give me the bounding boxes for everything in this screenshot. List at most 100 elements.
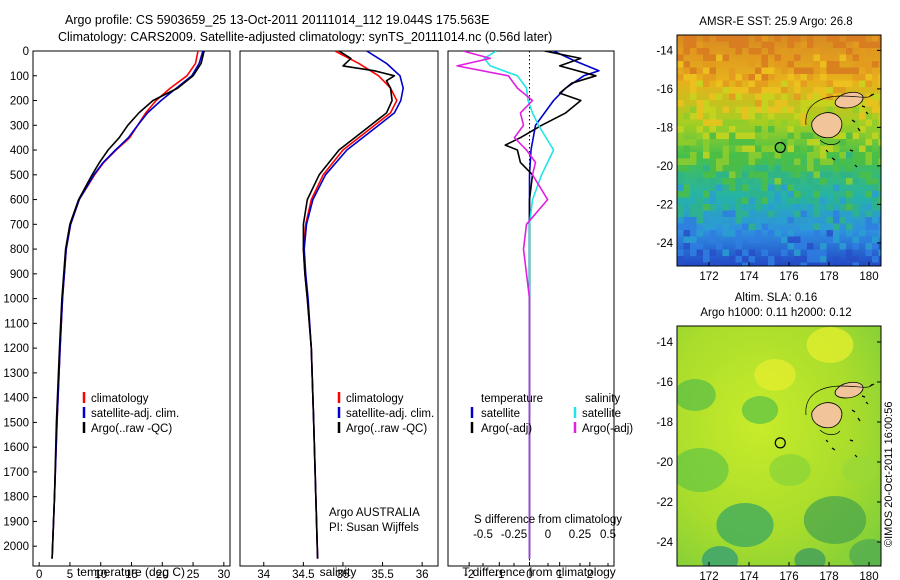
- sst-cell: [839, 243, 846, 250]
- sst-cell: [859, 106, 866, 113]
- lon-tick-label: 174: [739, 571, 759, 580]
- sst-cell: [696, 67, 703, 74]
- sst-cell: [813, 145, 820, 152]
- sst-cell: [709, 171, 716, 178]
- sst-cell: [729, 230, 736, 237]
- t-difference-xlabel: T difference from climatology: [462, 565, 616, 579]
- lat-tick-label: -22: [656, 497, 673, 509]
- sst-cell: [839, 67, 846, 74]
- x-tick-label: 35.5: [371, 569, 393, 580]
- sst-cell: [774, 197, 781, 204]
- sst-cell: [781, 210, 788, 217]
- lon-tick-label: 178: [819, 271, 838, 283]
- sst-cell: [735, 158, 742, 165]
- sst-cell: [742, 119, 749, 126]
- sst-cell: [696, 113, 703, 120]
- sst-cell: [677, 48, 684, 55]
- sst-cell: [742, 139, 749, 146]
- sst-cell: [872, 106, 879, 113]
- sst-cell: [703, 61, 710, 68]
- sst-cell: [677, 184, 684, 191]
- sst-cell: [748, 48, 755, 55]
- sst-cell: [846, 204, 853, 211]
- sst-cell: [878, 256, 881, 263]
- sst-cell: [755, 230, 762, 237]
- sst-cell: [833, 145, 840, 152]
- sst-cell: [807, 197, 814, 204]
- sla-map-title: Altim. SLA: 0.16: [735, 292, 817, 304]
- sst-cell: [820, 87, 827, 94]
- salinity-legend: climatology satellite-adj. clim. Argo(..…: [337, 392, 434, 435]
- lon-tick-label: 180: [859, 571, 878, 580]
- sst-cell: [755, 152, 762, 159]
- sst-cell: [729, 184, 736, 191]
- sst-cell: [859, 100, 866, 107]
- sst-cell: [813, 230, 820, 237]
- sst-cell: [865, 249, 872, 256]
- sst-cell: [703, 54, 710, 61]
- sst-cell: [781, 171, 788, 178]
- sst-cell: [761, 74, 768, 81]
- sst-cell: [787, 54, 794, 61]
- sst-cell: [690, 230, 697, 237]
- sst-cell: [878, 80, 881, 87]
- sst-cell: [800, 132, 807, 139]
- sst-cell: [735, 106, 742, 113]
- sst-cell: [716, 165, 723, 172]
- sst-cell: [703, 204, 710, 211]
- sst-cell: [807, 35, 814, 42]
- sst-cell: [839, 54, 846, 61]
- sst-cell: [742, 217, 749, 224]
- sst-cell: [696, 132, 703, 139]
- sst-cell: [833, 217, 840, 224]
- sst-cell: [722, 230, 729, 237]
- depth-tick-label: 1000: [3, 294, 29, 306]
- sst-cell: [696, 243, 703, 250]
- sst-map-panel: AMSR-E SST: 25.9 Argo: 26.8 172 174 176 178…: [656, 16, 882, 283]
- sst-cell: [800, 119, 807, 126]
- sst-cell: [787, 197, 794, 204]
- sst-cell: [846, 54, 853, 61]
- sst-cell: [833, 41, 840, 48]
- fiji-reef-outline: [805, 93, 873, 145]
- sst-cell: [872, 178, 879, 185]
- sst-cell: [878, 113, 881, 120]
- difference-series: [456, 51, 600, 559]
- sst-cell: [690, 41, 697, 48]
- sst-cell: [748, 210, 755, 217]
- sst-cell: [709, 113, 716, 120]
- sst-cell: [781, 139, 788, 146]
- sla-blob: [849, 539, 881, 566]
- sst-cell: [813, 100, 820, 107]
- sst-cell: [813, 249, 820, 256]
- sst-cell: [781, 184, 788, 191]
- sst-cell: [865, 152, 872, 159]
- sst-cell: [716, 119, 723, 126]
- sst-cell: [703, 223, 710, 230]
- sst-cell: [703, 249, 710, 256]
- sst-cell: [761, 165, 768, 172]
- sst-cell: [787, 35, 794, 42]
- sst-cell: [872, 197, 879, 204]
- sst-cell: [800, 41, 807, 48]
- sst-cell: [794, 132, 801, 139]
- sst-cell: [865, 41, 872, 48]
- sst-cell: [794, 256, 801, 263]
- sst-cell: [683, 236, 690, 243]
- sst-cell: [781, 158, 788, 165]
- sst-cell: [787, 217, 794, 224]
- sst-cell: [833, 236, 840, 243]
- sst-cell: [683, 35, 690, 42]
- sst-cell: [807, 41, 814, 48]
- sst-cell: [696, 48, 703, 55]
- x-tick-label: 1: [556, 569, 562, 580]
- legend-label-satellite: satellite-adj. clim.: [91, 408, 179, 420]
- sst-cell: [839, 132, 846, 139]
- depth-tick-label: 1500: [3, 417, 29, 429]
- sst-cell: [735, 145, 742, 152]
- sst-cell: [735, 87, 742, 94]
- sst-cell: [742, 35, 749, 42]
- sst-cell: [761, 93, 768, 100]
- sst-cell: [774, 100, 781, 107]
- sst-cell: [722, 80, 729, 87]
